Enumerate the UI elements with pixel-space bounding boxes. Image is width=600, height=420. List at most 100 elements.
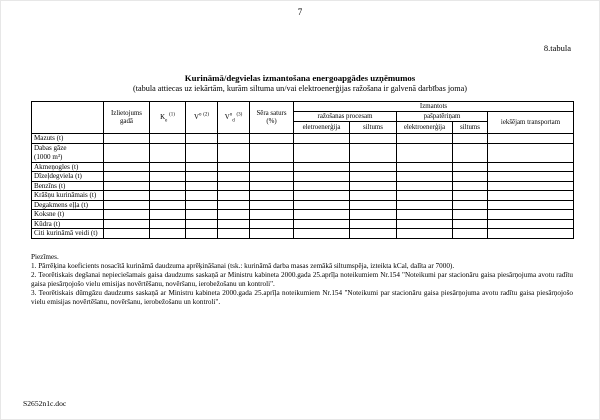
table-row: Koksne (t) [31, 209, 574, 220]
data-cell [149, 209, 186, 220]
data-cell [103, 218, 150, 229]
row-label: Akmeņogles (t) [31, 161, 104, 172]
table-title: Kurināmā/degvielas izmantošana energoapg… [184, 73, 416, 83]
table-subtitle: (tabula attiecas uz iekārtām, kurām silt… [133, 83, 467, 93]
data-cell [249, 161, 294, 172]
data-cell [396, 180, 453, 191]
data-cell [149, 228, 186, 239]
data-cell [249, 180, 294, 191]
data-cell [249, 228, 294, 239]
data-cell [396, 190, 453, 201]
data-cell [103, 180, 150, 191]
data-cell [185, 190, 218, 201]
data-cell [452, 161, 488, 172]
notes-heading: Piezīmes. [31, 253, 59, 261]
data-cell [452, 171, 488, 182]
data-cell [149, 171, 186, 182]
col-header-sulfur-content: Sēra saturs (%) [249, 101, 294, 134]
data-cell [452, 199, 488, 210]
col-group-production-process: ražošanas procesam [293, 111, 397, 122]
col-header-electricity-production: eletroenerģija [293, 121, 350, 134]
note-3: 3. Teorētiskais dūmgāzu daudzums saskaņā… [31, 289, 573, 307]
fuel-usage-table: Izlietojums gadā Ke (1) Vo (2) Vod (3) S… [31, 101, 574, 239]
data-cell [396, 218, 453, 229]
data-cell [149, 142, 186, 163]
data-cell [103, 209, 150, 220]
data-cell [349, 180, 397, 191]
data-cell [396, 199, 453, 210]
data-cell [452, 228, 488, 239]
data-cell [217, 142, 250, 163]
table-row: Dabas gāze (1000 m³) [31, 142, 574, 163]
data-cell [396, 142, 453, 163]
data-cell [217, 228, 250, 239]
data-cell [103, 133, 150, 144]
data-cell [293, 142, 350, 163]
data-cell [185, 133, 218, 144]
data-cell [149, 218, 186, 229]
data-cell [249, 171, 294, 182]
col-header-electricity-own: elektroenerģija [396, 121, 453, 134]
data-cell [185, 199, 218, 210]
data-cell [487, 133, 574, 144]
data-cell [452, 190, 488, 201]
data-cell [217, 161, 250, 172]
data-cell [452, 133, 488, 144]
table-row: Benzīns (t) [31, 180, 574, 191]
data-cell [487, 142, 574, 163]
table-row: Degakmens eļļa (t) [31, 199, 574, 210]
data-cell [149, 190, 186, 201]
row-label: Koksne (t) [31, 209, 104, 220]
data-cell [293, 228, 350, 239]
data-cell [487, 190, 574, 201]
data-cell [396, 209, 453, 220]
col-header-internal-transport: iekšējam transportam [487, 111, 574, 134]
data-cell [249, 133, 294, 144]
data-cell [452, 218, 488, 229]
table-row: Krāšņu kurināmais (t) [31, 190, 574, 201]
data-cell [185, 218, 218, 229]
data-cell [249, 218, 294, 229]
table-row: Dīzeļdegviela (t) [31, 171, 574, 182]
data-cell [249, 190, 294, 201]
col-group-izmantots: Izmantots [293, 101, 574, 112]
data-cell [349, 171, 397, 182]
table-row: Mazuts (t) [31, 133, 574, 144]
data-cell [396, 133, 453, 144]
data-cell [217, 180, 250, 191]
row-label: Kūdra (t) [31, 218, 104, 229]
data-cell [185, 142, 218, 163]
data-cell [293, 161, 350, 172]
page-number: 7 [297, 7, 303, 17]
data-cell [149, 180, 186, 191]
data-cell [185, 209, 218, 220]
data-cell [103, 190, 150, 201]
data-cell [185, 171, 218, 182]
row-label: Mazuts (t) [31, 133, 104, 144]
data-cell [293, 199, 350, 210]
data-cell [185, 228, 218, 239]
col-header-heat-production: siltums [349, 121, 397, 134]
note-2: 2. Teorētiskais degšanai nepieciešamais … [31, 271, 573, 289]
data-cell [349, 133, 397, 144]
data-cell [249, 199, 294, 210]
data-cell [217, 133, 250, 144]
row-label: Benzīns (t) [31, 180, 104, 191]
data-cell [293, 190, 350, 201]
data-cell [349, 228, 397, 239]
data-cell [349, 190, 397, 201]
data-cell [185, 161, 218, 172]
data-cell [396, 171, 453, 182]
data-cell [396, 161, 453, 172]
row-label: Degakmens eļļa (t) [31, 199, 104, 210]
data-cell [249, 209, 294, 220]
col-header-v-gas: Vod (3) [217, 101, 250, 134]
data-cell [103, 228, 150, 239]
data-cell [293, 209, 350, 220]
data-cell [349, 199, 397, 210]
row-label: Dīzeļdegviela (t) [31, 171, 104, 182]
data-cell [217, 209, 250, 220]
data-cell [293, 180, 350, 191]
data-cell [487, 228, 574, 239]
data-cell [103, 199, 150, 210]
